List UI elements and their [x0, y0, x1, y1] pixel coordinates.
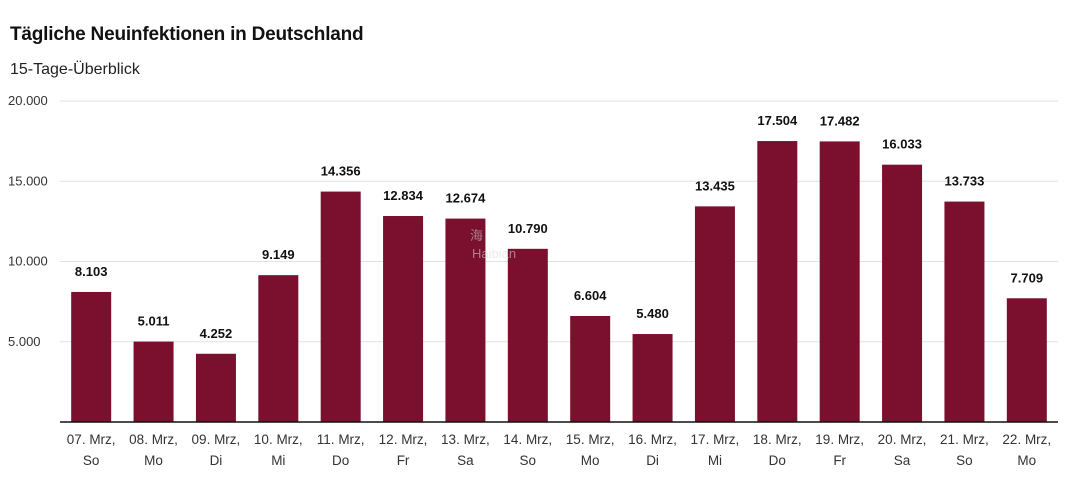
chart-subtitle: 15-Tage-Überblick	[10, 61, 140, 78]
x-tick-label: 12. Mrz,	[379, 432, 428, 447]
y-tick-label: 10.000	[8, 254, 48, 269]
bar-value-label: 17.482	[820, 113, 860, 128]
y-tick-label: 15.000	[8, 173, 48, 188]
y-tick-label: 5.000	[8, 334, 41, 349]
chart-title: Tägliche Neuinfektionen in Deutschland	[10, 24, 364, 45]
x-tick-label: 18. Mrz,	[753, 432, 802, 447]
x-tick-label: 08. Mrz,	[129, 432, 178, 447]
x-tick-label-weekday: Do	[332, 453, 349, 468]
x-tick-label: 21. Mrz,	[940, 432, 989, 447]
x-tick-label: 13. Mrz,	[441, 432, 490, 447]
bar	[1006, 298, 1047, 422]
x-tick-label: 16. Mrz,	[628, 432, 677, 447]
x-tick-label-weekday: Fr	[397, 453, 410, 468]
bar	[320, 191, 361, 422]
bar	[258, 275, 299, 422]
x-tick-label-weekday: Di	[646, 453, 659, 468]
x-tick-label-weekday: Sa	[894, 453, 911, 468]
bar-value-label: 6.604	[574, 288, 607, 303]
bar-value-label: 13.435	[695, 178, 735, 193]
x-tick-label-weekday: Mi	[708, 453, 722, 468]
bar	[445, 218, 486, 422]
bar	[819, 141, 860, 423]
x-tick-label: 20. Mrz,	[878, 432, 927, 447]
x-tick-label: 11. Mrz,	[317, 432, 365, 447]
x-tick-label: 09. Mrz,	[192, 432, 241, 447]
x-tick-label-weekday: Mo	[581, 453, 600, 468]
x-tick-label-weekday: So	[956, 453, 973, 468]
watermark-line2: Haibian	[472, 246, 516, 261]
bar	[757, 141, 798, 423]
bar	[507, 248, 548, 422]
x-tick-label-weekday: Di	[210, 453, 223, 468]
bar-value-label: 8.103	[75, 264, 108, 279]
x-tick-label: 17. Mrz,	[691, 432, 740, 447]
bar	[195, 353, 236, 422]
x-tick-label: 14. Mrz,	[503, 432, 552, 447]
bar-value-label: 17.504	[757, 113, 798, 128]
x-tick-label-weekday: Do	[769, 453, 786, 468]
x-tick-label-weekday: Sa	[457, 453, 474, 468]
x-tick-label: 22. Mrz,	[1002, 432, 1051, 447]
bar-value-label: 12.674	[446, 191, 487, 206]
x-tick-label-weekday: So	[83, 453, 100, 468]
bar-value-label: 14.356	[321, 164, 361, 179]
bar	[944, 201, 985, 422]
bar	[133, 341, 174, 422]
bar-value-label: 5.011	[138, 314, 170, 329]
bar-value-label: 4.252	[200, 326, 233, 341]
bar	[570, 316, 611, 422]
watermark-line1: 海	[470, 228, 483, 243]
x-tick-label-weekday: Mo	[144, 453, 163, 468]
x-tick-label: 15. Mrz,	[566, 432, 615, 447]
bar	[882, 164, 923, 422]
x-tick-label: 07. Mrz,	[67, 432, 116, 447]
watermark: 海 Haibian	[470, 228, 516, 261]
bar-value-label: 9.149	[262, 247, 295, 262]
bar	[383, 216, 424, 422]
y-tick-label: 20.000	[8, 93, 48, 108]
bar	[71, 291, 112, 422]
bar-value-label: 10.790	[508, 221, 548, 236]
bar-value-label: 5.480	[636, 306, 669, 321]
bar-value-label: 13.733	[945, 174, 985, 189]
x-tick-label-weekday: Fr	[833, 453, 846, 468]
bar-value-label: 16.033	[882, 137, 922, 152]
x-tick-label-weekday: Mo	[1017, 453, 1036, 468]
bar	[632, 334, 673, 422]
bar-value-label: 12.834	[383, 188, 424, 203]
bar-value-label: 7.709	[1011, 270, 1044, 285]
x-tick-label-weekday: So	[520, 453, 537, 468]
x-tick-label: 19. Mrz,	[815, 432, 864, 447]
x-tick-label-weekday: Mi	[271, 453, 285, 468]
x-tick-label: 10. Mrz,	[254, 432, 303, 447]
bar	[694, 206, 735, 422]
